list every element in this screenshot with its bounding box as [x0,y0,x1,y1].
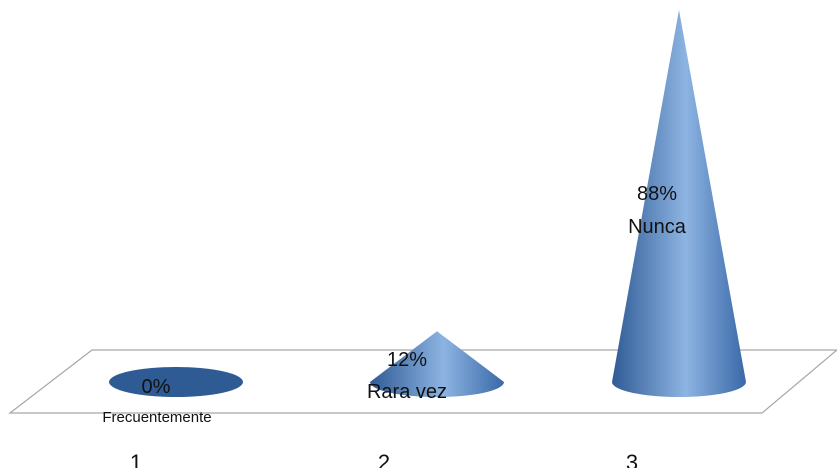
data-label-pct-2: 12% [387,349,427,371]
x-tick-label-3: 3 [626,450,638,468]
cone-body-2 [370,331,504,397]
data-label-name-3: Nunca [628,216,687,238]
data-label-pct-3: 88% [637,183,677,205]
x-axis-tick-labels: 1 2 3 [130,450,638,468]
cone-2 [370,331,504,397]
cone-base-1 [109,367,243,397]
x-tick-label-2: 2 [378,450,390,468]
cone-3 [612,10,746,397]
cone-1 [109,367,243,397]
data-label-name-1: Frecuentemente [102,409,211,426]
data-label-pct-1: 0% [142,376,171,398]
chart-floor [8,349,837,414]
data-label-name-2: Rara vez [367,381,447,403]
cone-body-3 [612,10,746,397]
data-labels: 0% Frecuentemente 12% Rara vez 88% Nunca [102,183,686,426]
x-tick-label-1: 1 [130,450,142,468]
chart-marks [109,10,746,397]
